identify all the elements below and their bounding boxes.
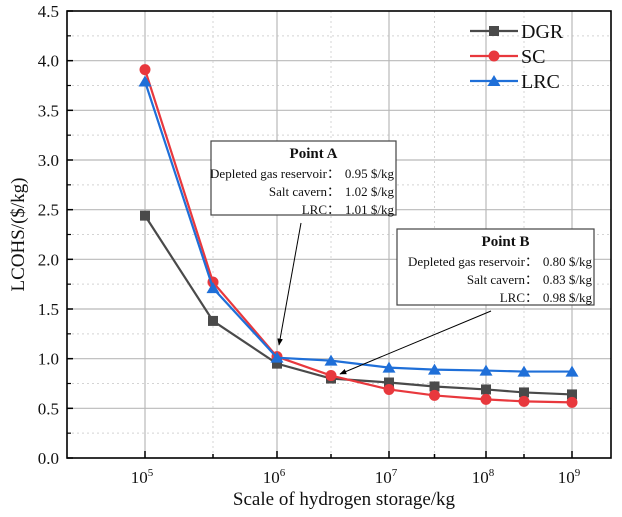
annotation-box xyxy=(210,140,397,216)
y-tick-label: 1.5 xyxy=(38,300,59,319)
data-point-dgr xyxy=(567,389,577,400)
data-point-lrc xyxy=(428,363,441,375)
legend-label: LRC xyxy=(521,71,560,93)
legend-marker xyxy=(489,26,499,36)
data-point-dgr xyxy=(140,210,150,221)
annotation-label: Depleted gas reservoir： xyxy=(210,166,340,181)
data-point-dgr xyxy=(481,384,491,395)
data-point-lrc xyxy=(138,75,152,87)
y-axis-title: LCOHS/($/kg) xyxy=(8,178,29,292)
x-tick-label: 108 xyxy=(472,467,495,487)
data-point-dgr xyxy=(208,315,218,326)
x-axis-title: Scale of hydrogen storage/kg xyxy=(233,489,456,510)
legend-marker xyxy=(487,75,501,86)
data-point-lrc xyxy=(517,365,531,377)
annotation-value: 0.80 $/kg xyxy=(543,254,593,269)
annotation-title: Point B xyxy=(482,234,530,250)
data-point-lrc xyxy=(382,361,396,373)
data-point-dgr xyxy=(429,381,440,392)
y-tick-label: 0.0 xyxy=(38,449,59,468)
annotation-label: LRC： xyxy=(500,290,538,305)
data-point-sc xyxy=(429,389,440,401)
legend-item-sc: SC xyxy=(470,46,545,68)
annotation-label: LRC： xyxy=(302,202,340,217)
annotation-label: Salt cavern： xyxy=(269,184,340,199)
x-tick-label: 106 xyxy=(263,467,286,487)
series-line-lrc xyxy=(143,81,572,373)
y-tick-label: 3.0 xyxy=(38,151,59,170)
data-point-dgr xyxy=(384,377,394,388)
annotations: Point A Depleted gas reservoir： 0.95 $/kg S… xyxy=(210,140,595,375)
series-lrc xyxy=(138,75,579,377)
data-point-sc xyxy=(383,383,395,395)
y-tick-label: 4.0 xyxy=(38,52,59,71)
data-point-dgr xyxy=(272,358,282,369)
annotation-value: 1.02 $/kg xyxy=(345,184,395,199)
data-point-sc xyxy=(518,395,530,407)
annotation-point-b: Point B Depleted gas reservoir： 0.80 $/kg S… xyxy=(339,228,595,375)
data-point-sc xyxy=(139,64,151,76)
legend-label: SC xyxy=(521,46,545,68)
annotation-value: 0.98 $/kg xyxy=(543,290,593,305)
axes: 0.0 0.5 1.0 1.5 2.0 2.5 3.0 3.5 4.0 4.5 105 106 107 1… xyxy=(38,2,612,487)
annotation-title: Point A xyxy=(290,146,338,162)
legend-item-lrc: LRC xyxy=(470,71,560,93)
legend-marker xyxy=(488,50,500,62)
legend-label: DGR xyxy=(521,21,564,43)
annotation-value: 0.95 $/kg xyxy=(345,166,395,181)
y-tick-label: 2.0 xyxy=(38,250,59,269)
y-tick-label: 3.5 xyxy=(38,101,59,120)
annotation-box xyxy=(396,228,595,306)
annotation-arrow xyxy=(339,310,492,375)
y-tick-label: 2.5 xyxy=(38,201,59,220)
annotation-point-a: Point A Depleted gas reservoir： 0.95 $/kg S… xyxy=(210,140,397,346)
annotation-value: 0.83 $/kg xyxy=(543,272,593,287)
data-point-lrc xyxy=(270,351,284,363)
annotation-label: Depleted gas reservoir： xyxy=(408,254,538,269)
data-point-sc xyxy=(325,370,337,382)
annotation-label: Salt cavern： xyxy=(467,272,538,287)
data-point-dgr xyxy=(519,387,529,398)
x-tick-label: 109 xyxy=(558,467,581,487)
x-tick-label: 105 xyxy=(131,467,154,487)
annotation-value: 1.01 $/kg xyxy=(345,202,395,217)
data-point-sc xyxy=(566,396,578,408)
data-point-lrc xyxy=(479,364,493,376)
legend-item-dgr: DGR xyxy=(470,21,564,43)
data-point-lrc xyxy=(565,365,579,377)
series-group xyxy=(138,64,579,408)
data-point-lrc xyxy=(324,354,338,366)
data-point-sc xyxy=(480,393,492,405)
legend: DGR SC LRC xyxy=(470,21,564,93)
y-tick-label: 0.5 xyxy=(38,399,59,418)
y-tick-label: 1.0 xyxy=(38,350,59,369)
x-tick-label: 107 xyxy=(375,467,398,487)
data-point-lrc xyxy=(206,282,220,294)
annotation-arrow xyxy=(277,222,302,346)
y-tick-label: 4.5 xyxy=(38,2,59,21)
